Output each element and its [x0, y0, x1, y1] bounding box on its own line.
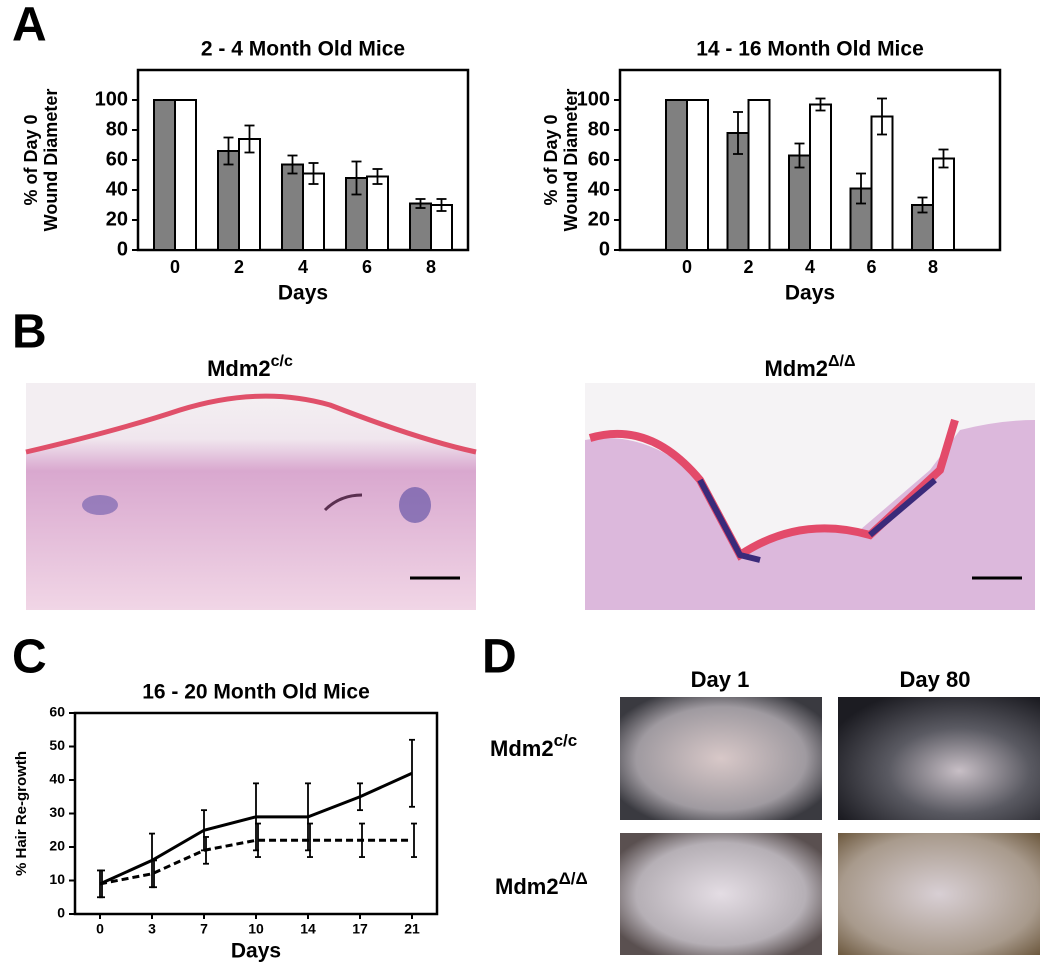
x-tick-label: 2: [234, 257, 244, 277]
column-header: Day 1: [691, 667, 750, 692]
x-axis-label: Days: [278, 282, 328, 305]
y-tick-label: 0: [117, 238, 128, 260]
bar: [686, 99, 709, 251]
y-tick-label: 20: [588, 208, 610, 230]
y-tick-label: 80: [588, 118, 610, 140]
bar: [366, 175, 389, 251]
chart-title: 2 - 4 Month Old Mice: [201, 38, 405, 61]
bar: [870, 115, 894, 251]
row-label: Mdm2Δ/Δ: [495, 869, 588, 898]
bar: [302, 172, 325, 251]
y-axis-label: % of Day 0: [541, 114, 561, 205]
y-tick-label: 0: [599, 238, 610, 260]
caption: Mdm2c/c: [207, 353, 293, 381]
x-tick-label: 3: [148, 921, 156, 937]
x-tick-label: 4: [298, 257, 308, 277]
chart-title: 16 - 20 Month Old Mice: [142, 681, 370, 704]
y-tick-label: 20: [49, 838, 65, 854]
y-tick-label: 50: [49, 737, 65, 753]
x-tick-label: 8: [426, 257, 436, 277]
x-tick-label: 10: [248, 921, 264, 937]
bar: [238, 138, 261, 251]
y-tick-label: 20: [106, 208, 128, 230]
photo: [620, 697, 822, 820]
caption: Mdm2Δ/Δ: [764, 353, 855, 381]
y-tick-label: 30: [49, 804, 65, 820]
y-tick-label: 40: [49, 771, 65, 787]
x-tick-label: 6: [362, 257, 372, 277]
bar: [665, 99, 688, 251]
bar: [932, 157, 955, 251]
chart-title: 14 - 16 Month Old Mice: [696, 38, 924, 61]
x-tick-label: 8: [928, 257, 938, 277]
photo: [838, 697, 1040, 820]
panel-label: C: [12, 631, 47, 684]
y-axis-label: Wound Diameter: [41, 89, 61, 232]
x-tick-label: 6: [866, 257, 876, 277]
photo: [838, 833, 1040, 955]
line: [99, 838, 412, 886]
x-tick-label: 7: [200, 921, 208, 937]
x-axis-label: Days: [231, 940, 281, 963]
x-tick-label: 2: [743, 257, 753, 277]
bar: [174, 99, 197, 251]
histology-image: [585, 383, 1035, 610]
y-tick-label: 40: [588, 178, 610, 200]
y-tick-label: 100: [95, 88, 128, 110]
bar: [788, 154, 811, 251]
y-tick-label: 80: [106, 118, 128, 140]
y-tick-label: 60: [588, 148, 610, 170]
y-tick-label: 60: [49, 704, 65, 720]
bar: [153, 99, 176, 251]
panel-label: D: [482, 631, 517, 684]
x-tick-label: 0: [96, 921, 104, 937]
column-header: Day 80: [900, 667, 971, 692]
bar: [809, 103, 832, 251]
bar: [409, 202, 432, 251]
panel-label: A: [12, 0, 47, 52]
y-axis-label: % Hair Re-growth: [13, 751, 30, 876]
panel-label: B: [12, 306, 47, 359]
x-tick-label: 4: [805, 257, 815, 277]
y-tick-label: 40: [106, 178, 128, 200]
y-tick-label: 0: [57, 905, 65, 921]
y-tick-label: 10: [49, 871, 65, 887]
histology-image: [25, 383, 477, 610]
x-axis-label: Days: [785, 282, 835, 305]
x-tick-label: 0: [170, 257, 180, 277]
y-axis-label: Wound Diameter: [561, 89, 581, 232]
x-tick-label: 0: [682, 257, 692, 277]
bar: [747, 99, 771, 251]
bar: [281, 163, 304, 251]
x-tick-label: 17: [352, 921, 368, 937]
y-tick-label: 100: [577, 88, 610, 110]
bar: [217, 150, 240, 251]
photo: [620, 833, 822, 955]
x-tick-label: 21: [404, 921, 420, 937]
y-tick-label: 60: [106, 148, 128, 170]
x-tick-label: 14: [300, 921, 316, 937]
y-axis-label: % of Day 0: [21, 114, 41, 205]
row-label: Mdm2c/c: [490, 731, 577, 760]
